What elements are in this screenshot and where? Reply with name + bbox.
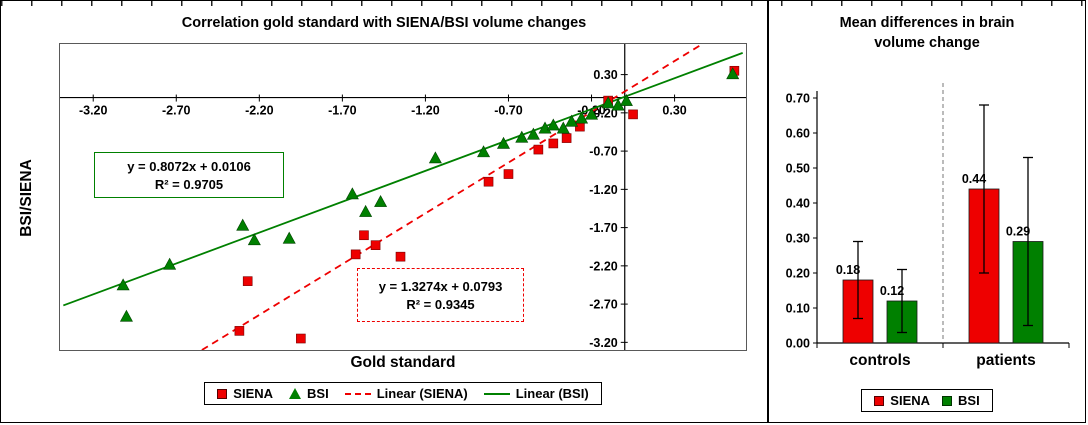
bar-legend: SIENA BSI bbox=[769, 389, 1085, 412]
svg-text:-1.20: -1.20 bbox=[411, 104, 440, 118]
scatter-svg: -3.20-2.70-2.20-1.70-1.20-0.70-0.200.300… bbox=[60, 44, 746, 350]
svg-text:-2.20: -2.20 bbox=[589, 259, 618, 273]
legend-label-linear-siena: Linear (SIENA) bbox=[376, 386, 468, 401]
legend-item-siena: SIENA bbox=[217, 386, 273, 401]
bar-title: Mean differences in brain volume change bbox=[839, 15, 1015, 51]
bsi-square-icon bbox=[942, 395, 953, 406]
linear-siena-dashed-line-icon bbox=[344, 392, 371, 395]
svg-text:0.40: 0.40 bbox=[786, 197, 810, 211]
scatter-legend: SIENA BSI Linear (SIENA) Linear (BSI) bbox=[59, 382, 747, 405]
svg-text:0.50: 0.50 bbox=[786, 162, 810, 176]
svg-text:0.29: 0.29 bbox=[1006, 225, 1030, 239]
svg-text:-3.20: -3.20 bbox=[79, 104, 108, 118]
svg-text:0.18: 0.18 bbox=[836, 263, 860, 277]
legend-item-linear-bsi: Linear (BSI) bbox=[483, 386, 589, 401]
svg-text:0.12: 0.12 bbox=[880, 284, 904, 298]
svg-text:-3.20: -3.20 bbox=[589, 336, 618, 350]
svg-text:0.44: 0.44 bbox=[962, 172, 986, 186]
siena-square-icon bbox=[874, 395, 885, 406]
scatter-panel: Correlation gold standard with SIENA/BSI… bbox=[1, 1, 769, 422]
siena-r-squared: R² = 0.9345 bbox=[406, 296, 475, 312]
bsi-trendline-annotation: y = 0.8072x + 0.0106 R² = 0.9705 bbox=[94, 152, 284, 198]
svg-text:-2.20: -2.20 bbox=[245, 104, 274, 118]
siena-trendline-annotation: y = 1.3274x + 0.0793 R² = 0.9345 bbox=[357, 268, 524, 322]
bsi-r-squared: R² = 0.9705 bbox=[154, 176, 224, 192]
legend-label-siena: SIENA bbox=[233, 386, 274, 401]
svg-text:-2.70: -2.70 bbox=[162, 104, 191, 118]
svg-text:-2.70: -2.70 bbox=[589, 298, 618, 312]
svg-text:0.30: 0.30 bbox=[662, 104, 686, 118]
bsi-triangle-marker-icon bbox=[289, 388, 302, 399]
svg-text:-1.70: -1.70 bbox=[589, 221, 618, 235]
siena-square-marker-icon bbox=[217, 388, 228, 399]
bar-panel: Mean differences in brain volume change … bbox=[769, 1, 1085, 422]
svg-text:0.00: 0.00 bbox=[786, 337, 810, 351]
bar-svg: 0.00 0.10 0.20 0.30 0.40 0.50 0.60 0.70 controls… bbox=[786, 83, 1070, 369]
svg-text:0.10: 0.10 bbox=[786, 302, 810, 316]
linear-bsi-solid-line-icon bbox=[483, 392, 510, 395]
svg-text:-1.70: -1.70 bbox=[328, 104, 357, 118]
bar-legend-item-bsi: BSI bbox=[942, 393, 980, 408]
bsi-equation: y = 0.8072x + 0.0106 bbox=[127, 158, 251, 174]
svg-text:0.30: 0.30 bbox=[593, 68, 617, 82]
scatter-plot-area: -3.20-2.70-2.20-1.70-1.20-0.70-0.200.300… bbox=[59, 43, 747, 351]
svg-text:-1.20: -1.20 bbox=[589, 183, 618, 197]
legend-label-bsi: BSI bbox=[307, 386, 329, 401]
scatter-legend-box: SIENA BSI Linear (SIENA) Linear (BSI) bbox=[204, 382, 602, 405]
svg-text:0.70: 0.70 bbox=[786, 92, 810, 106]
bar-legend-box: SIENA BSI bbox=[861, 389, 993, 412]
legend-label-linear-bsi: Linear (BSI) bbox=[515, 386, 589, 401]
svg-text:0.30: 0.30 bbox=[786, 232, 810, 246]
svg-text:0.20: 0.20 bbox=[786, 267, 810, 281]
legend-item-linear-siena: Linear (SIENA) bbox=[344, 386, 468, 401]
bar-legend-item-siena: SIENA bbox=[874, 393, 930, 408]
bar-legend-label-siena: SIENA bbox=[890, 393, 931, 408]
scatter-y-axis-title: BSI/SIENA bbox=[18, 159, 35, 237]
svg-text:patients: patients bbox=[976, 352, 1035, 369]
bar-legend-label-bsi: BSI bbox=[958, 393, 980, 408]
scatter-x-axis-title: Gold standard bbox=[350, 354, 456, 371]
svg-text:-0.70: -0.70 bbox=[494, 104, 523, 118]
svg-text:-0.70: -0.70 bbox=[589, 145, 618, 159]
legend-item-bsi: BSI bbox=[289, 386, 329, 401]
scatter-title: Correlation gold standard with SIENA/BSI… bbox=[181, 15, 587, 31]
siena-equation: y = 1.3274x + 0.0793 bbox=[378, 278, 503, 294]
svg-text:0.60: 0.60 bbox=[786, 127, 810, 141]
svg-text:controls: controls bbox=[849, 352, 910, 369]
